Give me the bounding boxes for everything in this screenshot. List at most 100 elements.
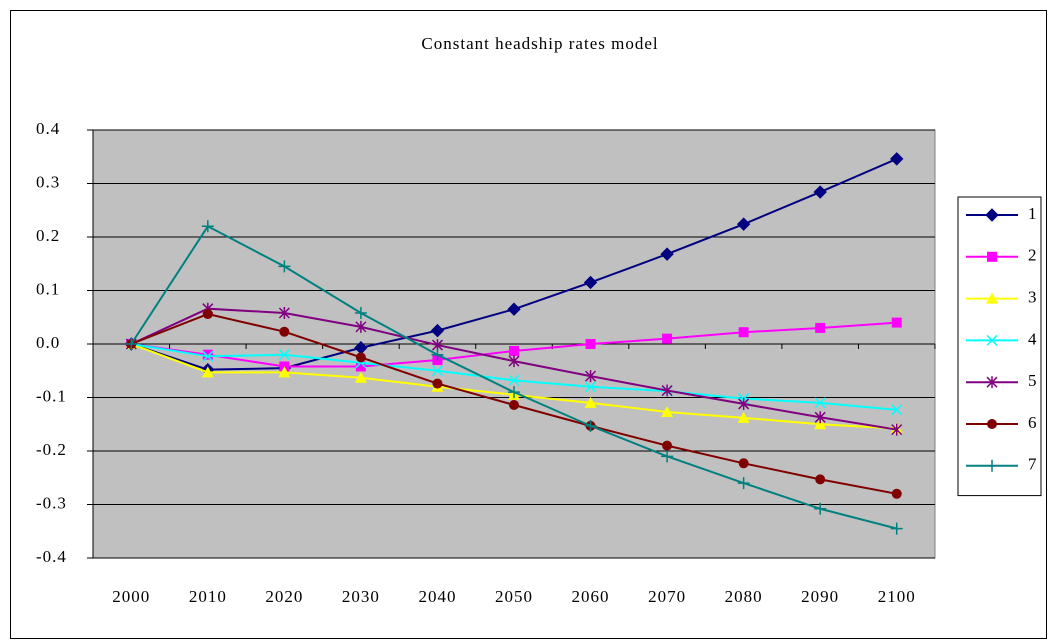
marker-part bbox=[987, 251, 997, 262]
marker bbox=[584, 396, 597, 408]
legend-label: 4 bbox=[1028, 329, 1038, 348]
marker-part bbox=[890, 152, 904, 166]
marker-part bbox=[125, 338, 138, 350]
x-tick-label: 2040 bbox=[418, 587, 456, 606]
x-tick-label: 2060 bbox=[572, 587, 610, 606]
marker bbox=[508, 355, 520, 368]
x-tick-label: 2090 bbox=[801, 587, 839, 606]
marker bbox=[508, 386, 520, 399]
marker bbox=[507, 302, 521, 316]
marker bbox=[430, 323, 445, 338]
marker bbox=[202, 349, 213, 360]
y-tick-label: -0.1 bbox=[36, 386, 67, 405]
x-tick-label: 2080 bbox=[725, 587, 763, 606]
marker bbox=[508, 374, 520, 386]
marker bbox=[509, 399, 519, 410]
marker-part bbox=[891, 404, 903, 416]
y-tick-label: -0.3 bbox=[36, 493, 67, 512]
marker bbox=[583, 275, 598, 290]
marker bbox=[355, 361, 366, 372]
legend-label: 1 bbox=[1028, 204, 1038, 223]
marker-part bbox=[278, 366, 291, 378]
marker-part bbox=[815, 322, 826, 333]
y-tick-label: 0.4 bbox=[36, 119, 60, 138]
x-tick-label: 2050 bbox=[495, 587, 533, 606]
marker-part bbox=[985, 208, 999, 222]
marker bbox=[509, 345, 519, 356]
marker-part bbox=[814, 397, 826, 409]
marker bbox=[201, 220, 214, 233]
marker-part bbox=[662, 333, 673, 344]
marker bbox=[431, 348, 444, 361]
marker bbox=[585, 381, 597, 393]
marker bbox=[986, 292, 998, 304]
marker bbox=[891, 423, 903, 436]
marker-part bbox=[661, 450, 674, 463]
marker-part bbox=[814, 411, 826, 424]
y-tick-label: -0.2 bbox=[36, 440, 67, 459]
marker-part bbox=[987, 419, 997, 429]
marker-part bbox=[815, 474, 826, 485]
marker bbox=[278, 306, 290, 319]
x-tick-label: 2070 bbox=[648, 587, 686, 606]
marker bbox=[278, 349, 290, 361]
marker-part bbox=[508, 374, 520, 386]
marker bbox=[202, 350, 214, 362]
marker bbox=[987, 419, 997, 429]
marker bbox=[125, 338, 138, 350]
marker-part bbox=[891, 317, 902, 328]
marker-part bbox=[202, 350, 214, 362]
legend-label: 7 bbox=[1028, 455, 1038, 474]
marker-part bbox=[986, 334, 998, 346]
marker-part bbox=[584, 396, 597, 408]
marker-part bbox=[202, 309, 213, 320]
marker bbox=[738, 397, 750, 410]
marker bbox=[585, 370, 597, 383]
marker-part bbox=[509, 345, 519, 356]
marker-part bbox=[813, 185, 827, 199]
marker bbox=[891, 404, 903, 416]
marker bbox=[431, 365, 443, 377]
marker bbox=[890, 522, 903, 535]
marker bbox=[814, 418, 827, 430]
marker bbox=[279, 326, 290, 337]
marker-part bbox=[202, 349, 213, 360]
marker bbox=[890, 152, 904, 166]
x-tick-label: 2010 bbox=[189, 587, 227, 606]
marker-part bbox=[585, 370, 597, 383]
y-tick-label: 0.2 bbox=[36, 226, 60, 245]
marker-part bbox=[354, 306, 367, 319]
x-tick-label: 2100 bbox=[878, 587, 916, 606]
marker bbox=[815, 322, 826, 333]
marker-part bbox=[355, 352, 366, 363]
marker bbox=[660, 247, 674, 261]
marker bbox=[661, 405, 674, 417]
marker-part bbox=[509, 399, 519, 410]
marker-part bbox=[737, 411, 750, 423]
marker bbox=[355, 352, 366, 363]
marker-part bbox=[736, 217, 751, 231]
legend-label: 6 bbox=[1028, 413, 1038, 432]
marker bbox=[738, 327, 749, 338]
y-tick-label: 0.3 bbox=[36, 172, 60, 191]
marker bbox=[662, 440, 673, 451]
marker-part bbox=[508, 355, 520, 368]
marker-part bbox=[201, 366, 214, 378]
marker-part bbox=[431, 365, 443, 377]
marker bbox=[737, 411, 750, 423]
marker bbox=[661, 384, 673, 397]
marker-part bbox=[737, 477, 750, 490]
marker-part bbox=[431, 348, 444, 361]
y-tick-label: 0.0 bbox=[36, 333, 60, 352]
marker bbox=[891, 488, 902, 499]
x-tick-label: 2030 bbox=[342, 587, 380, 606]
marker bbox=[738, 458, 749, 469]
legend-label: 3 bbox=[1028, 288, 1038, 307]
marker bbox=[585, 339, 596, 349]
marker-part bbox=[432, 378, 443, 389]
legend-label: 2 bbox=[1028, 246, 1038, 265]
marker bbox=[987, 251, 997, 262]
marker-part bbox=[430, 323, 445, 338]
marker-part bbox=[508, 386, 520, 399]
